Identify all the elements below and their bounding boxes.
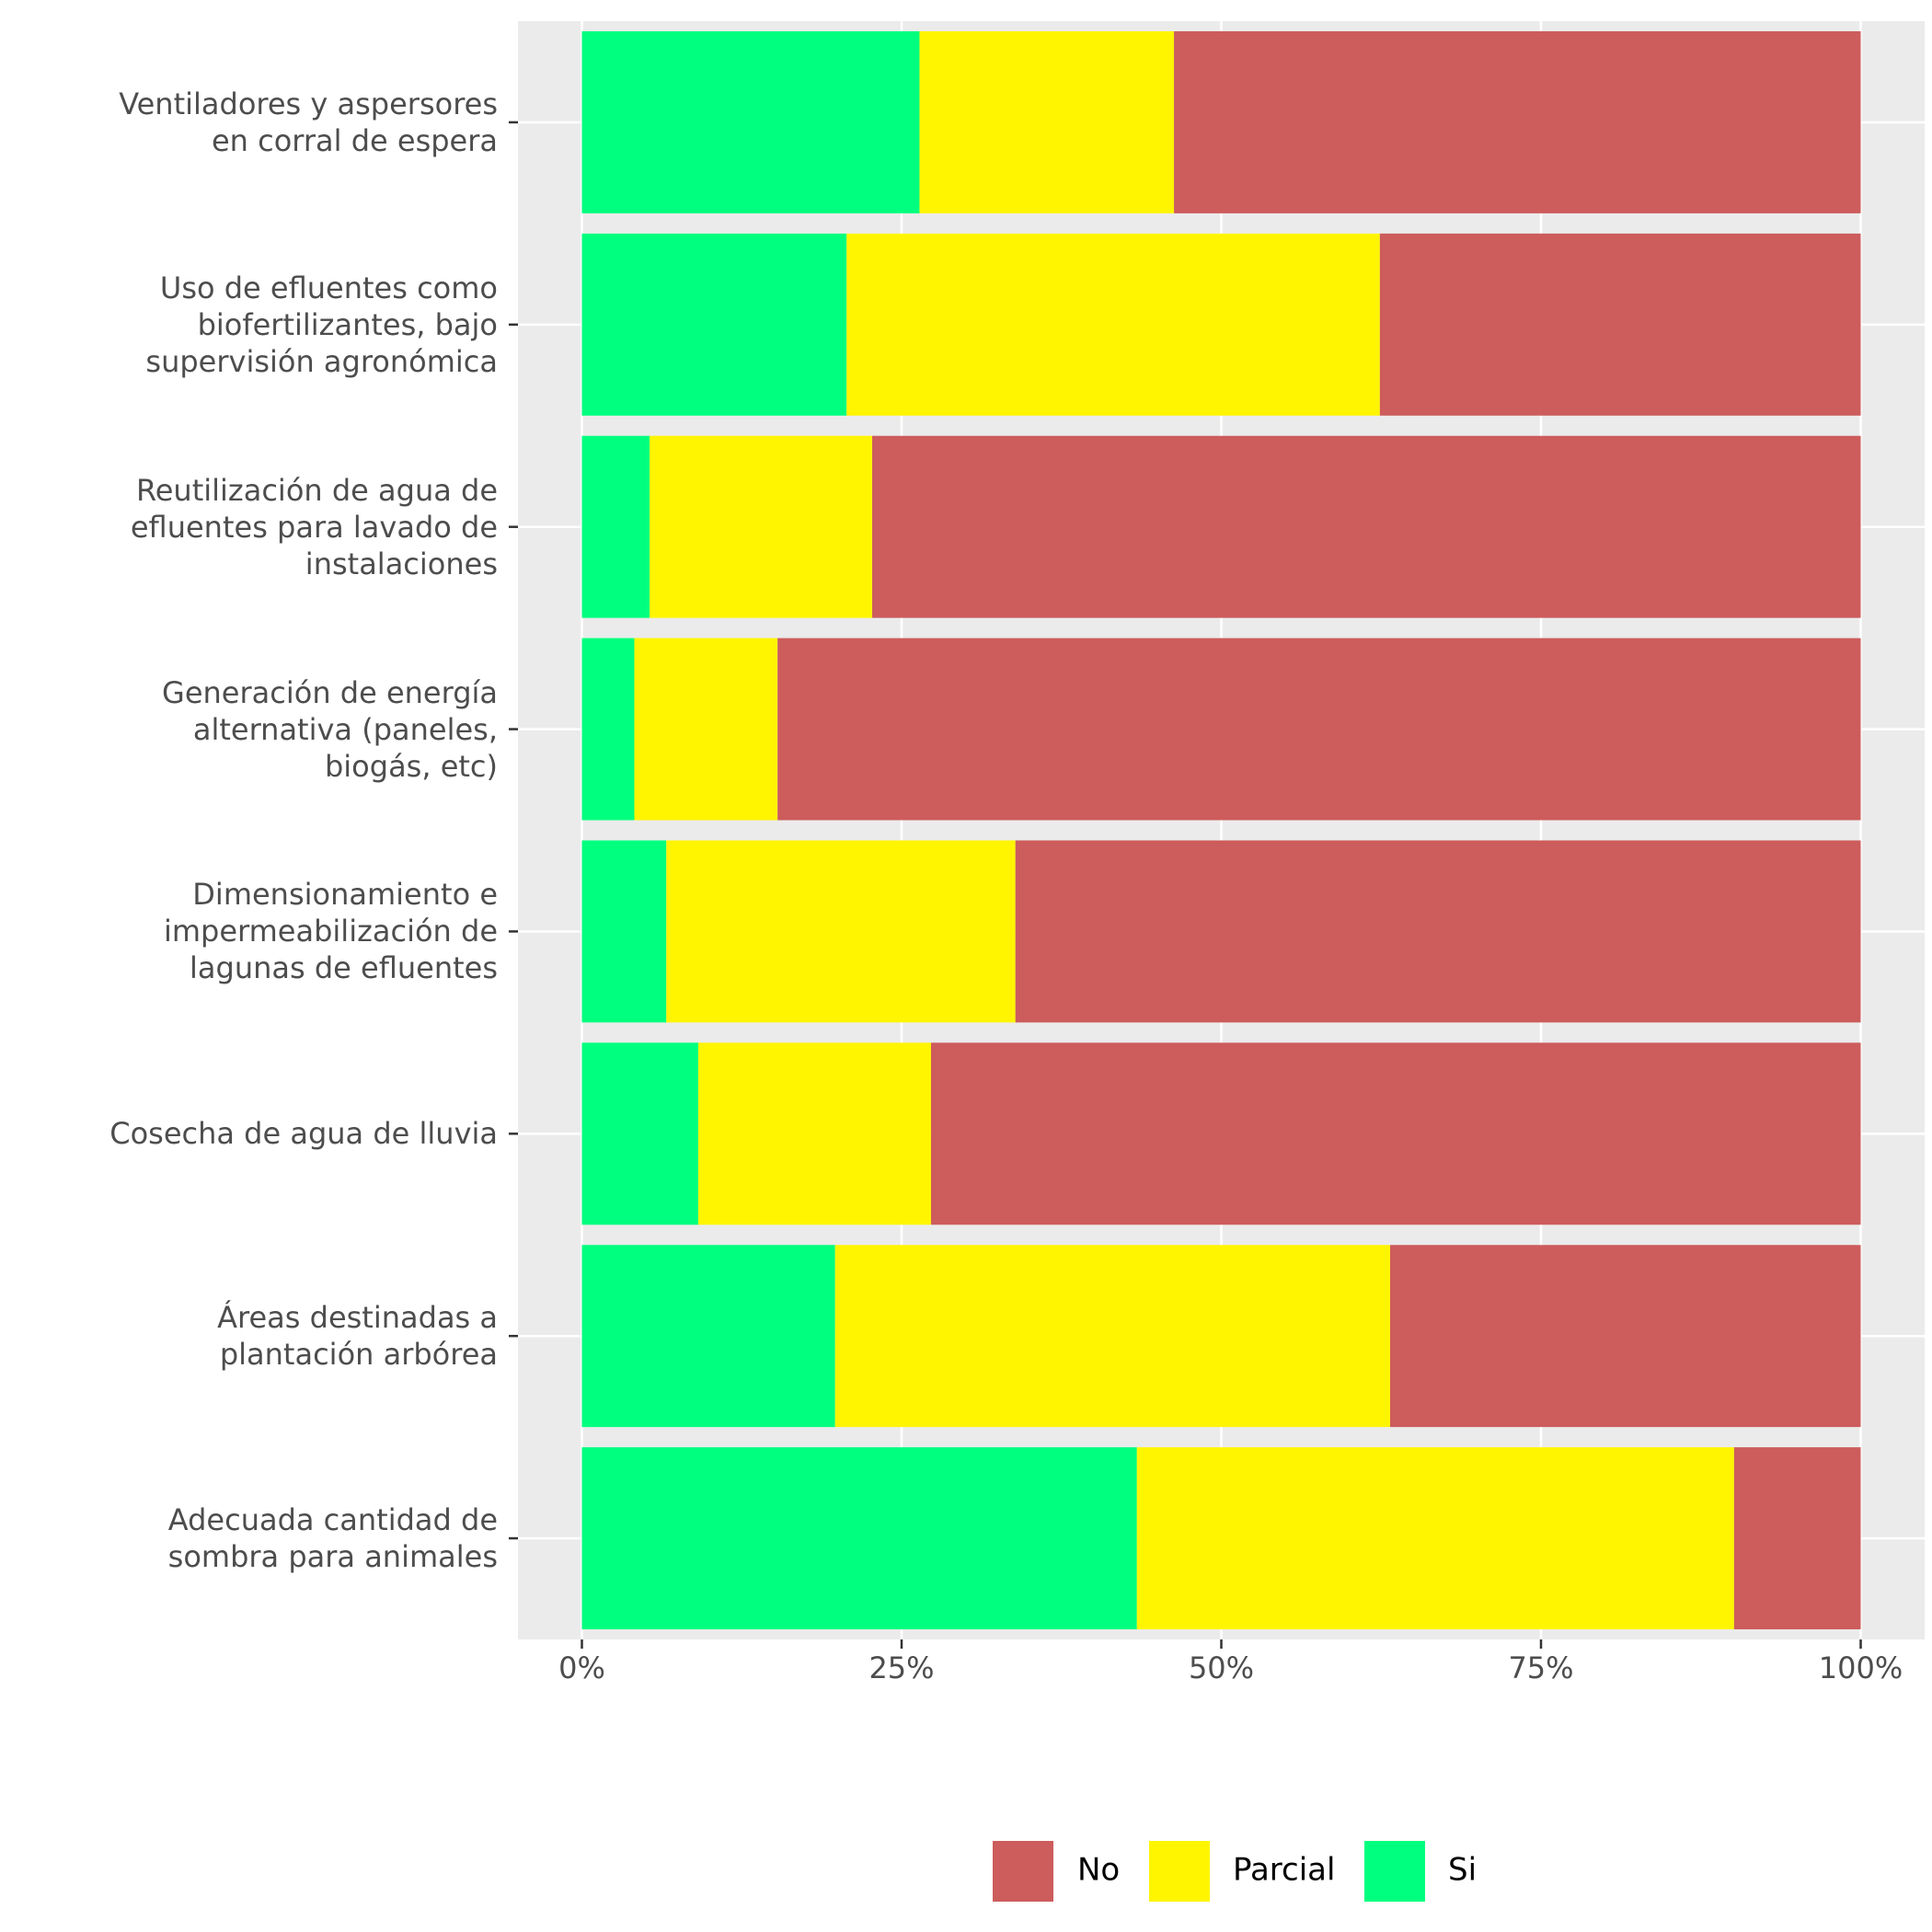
legend-label: Si bbox=[1448, 1852, 1477, 1889]
bar-segment bbox=[581, 1447, 1137, 1630]
y-tick-label: Ventiladores y aspersores en corral de e… bbox=[119, 86, 498, 158]
bar-segment bbox=[666, 840, 1016, 1023]
legend-label: No bbox=[1077, 1852, 1120, 1889]
bar-segment bbox=[834, 1245, 1390, 1428]
bar-segment bbox=[1174, 30, 1861, 213]
legend-key bbox=[1363, 1839, 1427, 1903]
y-tick-label: Dimensionamiento e impermeabilización de… bbox=[163, 877, 498, 986]
x-tick-label: 75% bbox=[1508, 1650, 1573, 1685]
y-tick-label: Adecuada cantidad de sombra para animale… bbox=[167, 1502, 498, 1575]
bar-segment bbox=[697, 1042, 931, 1225]
bar-segment bbox=[581, 840, 667, 1023]
bar-segment bbox=[930, 1042, 1861, 1225]
x-tick-label: 25% bbox=[868, 1650, 934, 1685]
x-tick-label: 0% bbox=[558, 1650, 605, 1685]
bar-segment bbox=[919, 30, 1175, 213]
bar-segment bbox=[634, 638, 778, 821]
bar-segment bbox=[650, 435, 873, 618]
bar-segment bbox=[777, 638, 1861, 821]
bar-segment bbox=[1389, 1245, 1861, 1428]
legend-key bbox=[1147, 1839, 1212, 1903]
bar-segment bbox=[1733, 1447, 1861, 1630]
y-tick-label: Generación de energía alternativa (panel… bbox=[162, 674, 498, 784]
bar-segment bbox=[581, 435, 650, 618]
y-tick-label: Áreas destinadas a plantación arbórea bbox=[217, 1300, 498, 1373]
bar-segment bbox=[1015, 840, 1861, 1023]
legend-key bbox=[991, 1839, 1055, 1903]
bar-segment bbox=[581, 638, 635, 821]
y-tick-label: Reutilización de agua de efluentes para … bbox=[130, 472, 498, 581]
y-tick-label: Uso de efluentes como biofertilizantes, … bbox=[145, 270, 498, 379]
bar-segment bbox=[1136, 1447, 1734, 1630]
bar-segment bbox=[581, 30, 920, 213]
y-tick-label: Cosecha de agua de lluvia bbox=[109, 1116, 498, 1152]
bar-segment bbox=[581, 233, 847, 416]
bar-segment bbox=[1379, 233, 1861, 416]
bar-segment bbox=[581, 1245, 835, 1428]
bar-segment bbox=[581, 1042, 698, 1225]
x-tick-label: 100% bbox=[1819, 1650, 1903, 1685]
bar-segment bbox=[872, 435, 1861, 618]
x-tick-label: 50% bbox=[1189, 1650, 1254, 1685]
legend-label: Parcial bbox=[1233, 1852, 1335, 1889]
bar-segment bbox=[846, 233, 1380, 416]
